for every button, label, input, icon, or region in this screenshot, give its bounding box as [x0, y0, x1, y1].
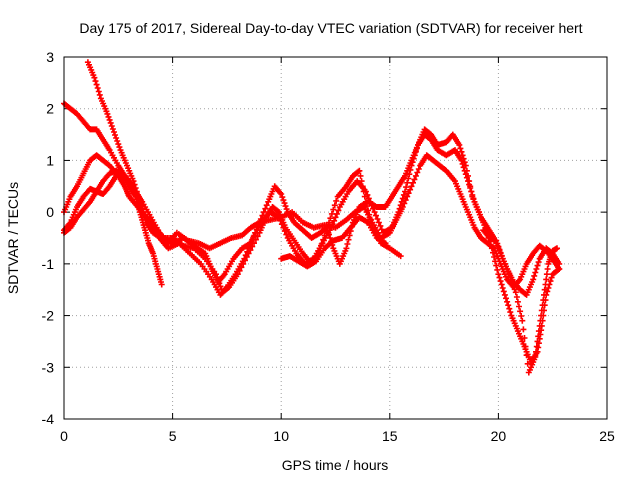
plot-frame: [63, 56, 608, 420]
axis-ticks: 0 5 10 15 20 25 -4 -3 -2 -1 0 1 2 3: [42, 49, 615, 444]
x-tick-label: 20: [491, 428, 507, 444]
series-track-d: [61, 152, 563, 291]
series-track-g: [480, 227, 560, 376]
y-tick-label: -3: [42, 359, 55, 375]
x-tick-label: 0: [60, 428, 68, 444]
series-track-c: [61, 131, 563, 298]
y-tick-label: 3: [46, 49, 54, 65]
y-tick-label: 0: [46, 204, 54, 220]
x-tick-label: 15: [382, 428, 398, 444]
x-tick-label: 10: [273, 428, 289, 444]
x-axis-label: GPS time / hours: [282, 457, 389, 473]
y-tick-label: 2: [46, 101, 54, 117]
series-track-f: [278, 214, 389, 270]
y-axis-label: SDTVAR / TECUs: [5, 182, 21, 294]
y-tick-label: -1: [42, 256, 55, 272]
y-tick-label: -4: [42, 411, 55, 427]
x-tick-label: 25: [599, 428, 615, 444]
data-series: [61, 59, 563, 376]
y-tick-label: 1: [46, 152, 54, 168]
chart-title: Day 175 of 2017, Sidereal Day-to-day VTE…: [79, 20, 582, 36]
x-tick-label: 5: [169, 428, 177, 444]
grid: [64, 57, 607, 419]
y-tick-label: -2: [42, 308, 55, 324]
